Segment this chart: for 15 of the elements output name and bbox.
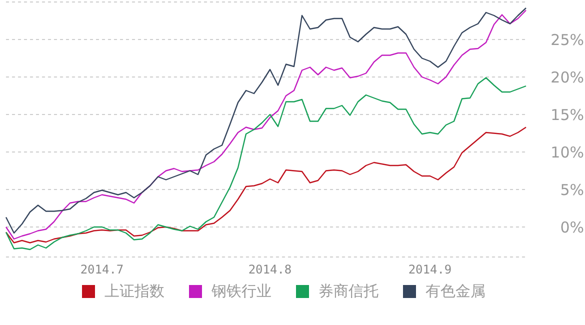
- y-tick-label: 0%: [560, 218, 584, 236]
- legend-label: 券商信托: [318, 282, 378, 300]
- y-tick-label: 20%: [550, 68, 584, 86]
- y-tick-label: 25%: [550, 30, 584, 49]
- x-tick-label: 2014.8: [248, 262, 292, 277]
- line-series: [5, 77, 527, 250]
- legend-label: 钢铁行业: [212, 282, 272, 300]
- x-tick-label: 2014.7: [80, 262, 124, 277]
- line-series: [5, 126, 527, 244]
- y-tick-label: 10%: [550, 143, 584, 162]
- y-tick-label: 15%: [550, 106, 584, 124]
- legend-label: 有色金属: [426, 282, 486, 300]
- y-tick-label: 5%: [560, 180, 584, 199]
- x-tick-label: 2014.9: [408, 262, 452, 277]
- legend-label: 上证指数: [104, 282, 164, 300]
